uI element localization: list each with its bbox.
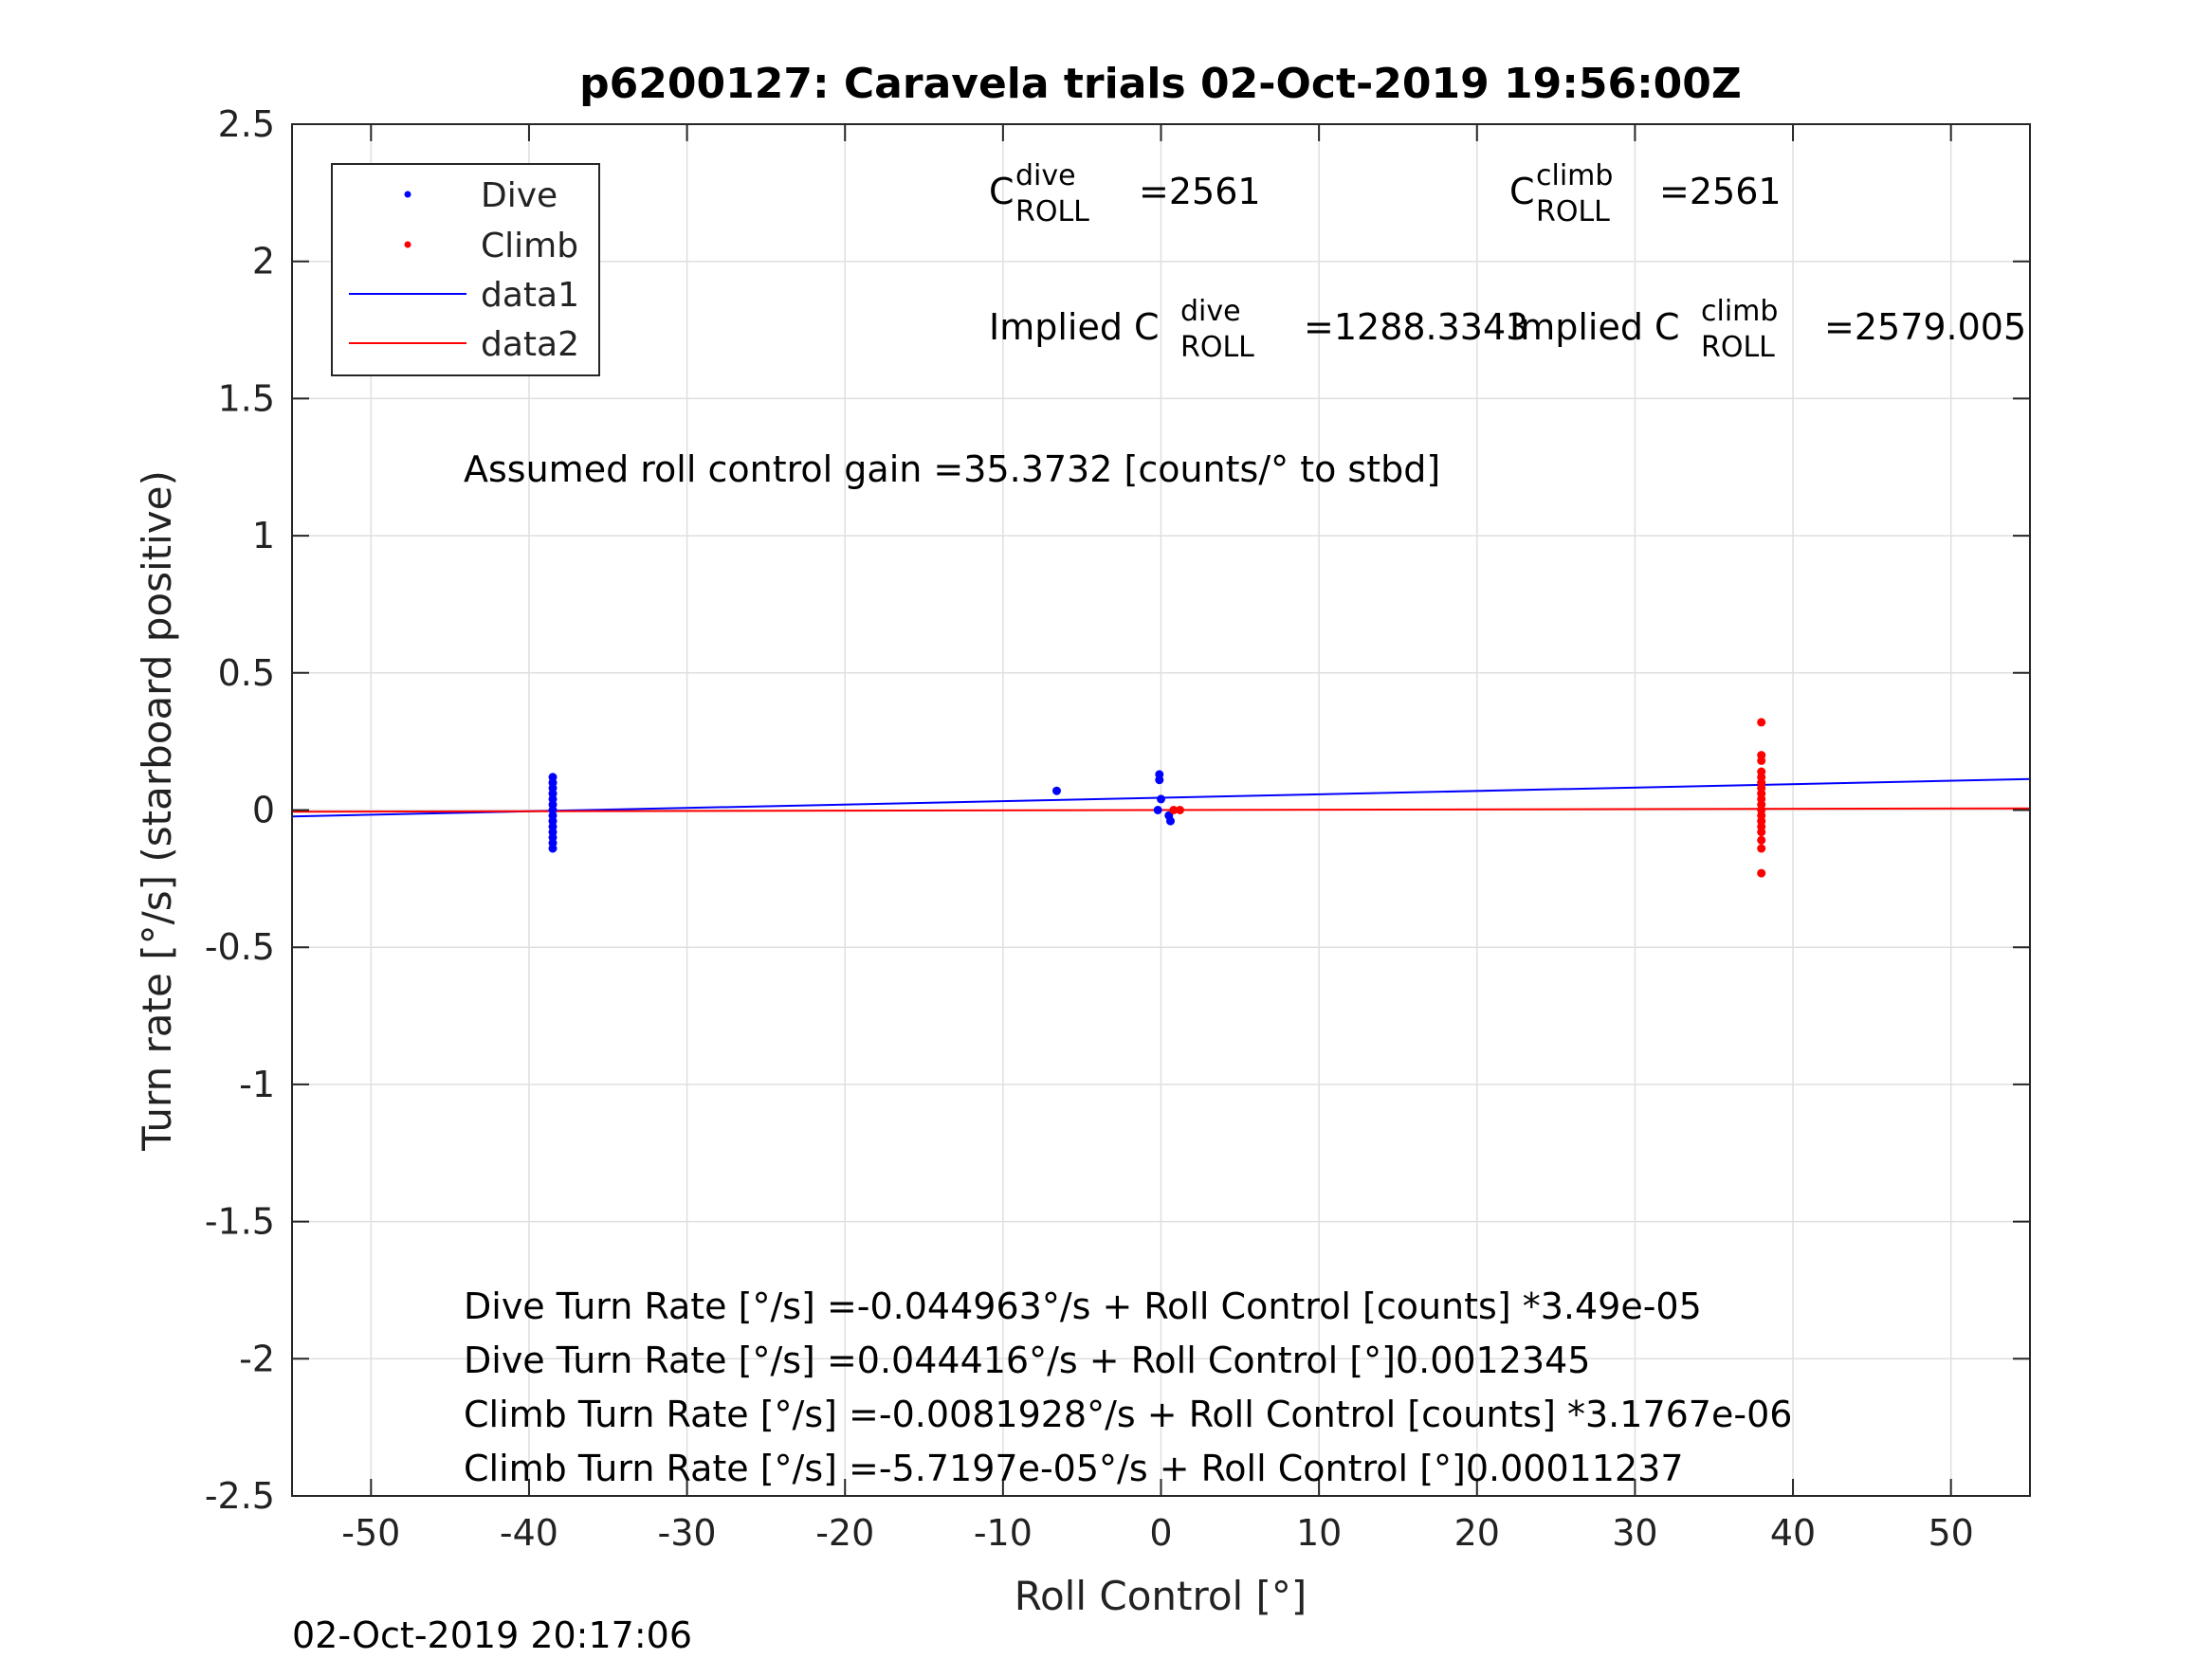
y-tick-label: -0.5 xyxy=(205,926,275,968)
gain-text: Assumed roll control gain =35.3732 [coun… xyxy=(464,448,1440,490)
annotation-base: C xyxy=(1509,171,1535,212)
point-dive xyxy=(1153,806,1162,814)
point-climb xyxy=(1757,828,1766,837)
y-tick-label: 2 xyxy=(252,241,275,283)
y-tick-label: 1 xyxy=(252,515,275,556)
y-tick-label: -1.5 xyxy=(205,1201,275,1243)
equation-climb-degrees: Climb Turn Rate [°/s] =-5.7197e-05°/s + … xyxy=(464,1448,1684,1489)
x-tick-label: 0 xyxy=(1149,1512,1172,1554)
legend-box xyxy=(331,163,600,376)
annotation-value: =1288.3343 xyxy=(1304,306,1528,348)
equation-climb-counts: Climb Turn Rate [°/s] =-0.0081928°/s + R… xyxy=(464,1394,1792,1435)
annotation-base: Implied C xyxy=(1509,306,1680,348)
equation-dive-counts: Dive Turn Rate [°/s] =-0.044963°/s + Rol… xyxy=(464,1285,1702,1327)
x-tick-label: 50 xyxy=(1929,1512,1974,1554)
legend-label-data1: data1 xyxy=(481,276,579,315)
x-tick-label: -30 xyxy=(658,1512,717,1554)
equation-dive-degrees: Dive Turn Rate [°/s] =0.044416°/s + Roll… xyxy=(464,1340,1590,1381)
annotation-value: =2579.005 xyxy=(1824,306,2026,348)
x-axis-label: Roll Control [°] xyxy=(1015,1573,1307,1619)
ticks: -50 -40 -30 -20 -10 0 10 20 30 40 50-2.5-2-1.5-1-0… xyxy=(205,103,2030,1554)
legend: Dive Climb data1 data2 xyxy=(331,163,600,376)
y-tick-label: 0.5 xyxy=(218,652,275,694)
chart-title: p6200127: Caravela trials 02-Oct-2019 19… xyxy=(579,60,1742,108)
x-tick-label: 20 xyxy=(1454,1512,1500,1554)
point-climb xyxy=(1757,756,1766,765)
x-tick-label: 40 xyxy=(1770,1512,1816,1554)
point-climb xyxy=(1757,835,1766,845)
annotation-base: Implied C xyxy=(989,306,1160,348)
annotation-superscript: climb xyxy=(1536,159,1613,192)
legend-label-dive: Dive xyxy=(481,176,558,215)
x-tick-label: 30 xyxy=(1612,1512,1657,1554)
annotation-value: =2561 xyxy=(1659,171,1782,212)
legend-label-data2: data2 xyxy=(481,325,579,364)
y-tick-label: -1 xyxy=(239,1064,275,1105)
series-layer xyxy=(291,718,2031,878)
annotation-value: =2561 xyxy=(1139,171,1261,212)
x-tick-label: 10 xyxy=(1296,1512,1342,1554)
y-tick-label: 2.5 xyxy=(218,103,275,145)
y-tick-label: 1.5 xyxy=(218,377,275,419)
legend-marker-climb xyxy=(404,241,411,248)
point-dive xyxy=(1166,816,1175,826)
y-tick-label: -2 xyxy=(239,1338,275,1379)
point-dive xyxy=(1052,786,1061,795)
point-climb xyxy=(1757,844,1766,853)
y-tick-label: 0 xyxy=(252,790,275,831)
x-tick-label: -10 xyxy=(974,1512,1033,1554)
point-climb xyxy=(1757,718,1766,727)
y-tick-label: -2.5 xyxy=(205,1475,275,1517)
footer-timestamp: 02-Oct-2019 20:17:06 xyxy=(292,1614,692,1656)
y-axis-label: Turn rate [°/s] (starboard positive) xyxy=(134,470,180,1152)
x-tick-label: -40 xyxy=(500,1512,558,1554)
annotation-superscript: climb xyxy=(1701,295,1778,328)
legend-label-climb: Climb xyxy=(481,227,578,265)
point-climb xyxy=(1176,806,1184,814)
annotation-subscript: ROLL xyxy=(1015,195,1089,228)
x-tick-label: -20 xyxy=(815,1512,874,1554)
annotation-base: C xyxy=(989,171,1015,212)
point-climb xyxy=(1757,868,1766,878)
annotation-subscript: ROLL xyxy=(1180,331,1254,364)
annotation-superscript: dive xyxy=(1180,295,1241,328)
annotation-subscript: ROLL xyxy=(1701,331,1775,364)
annotation-subscript: ROLL xyxy=(1536,195,1610,228)
annotation-superscript: dive xyxy=(1015,159,1076,192)
point-dive xyxy=(548,844,558,853)
point-climb xyxy=(1169,806,1179,814)
legend-marker-dive xyxy=(404,191,411,198)
point-dive xyxy=(1157,794,1165,804)
x-tick-label: -50 xyxy=(341,1512,400,1554)
point-dive xyxy=(1155,775,1164,785)
